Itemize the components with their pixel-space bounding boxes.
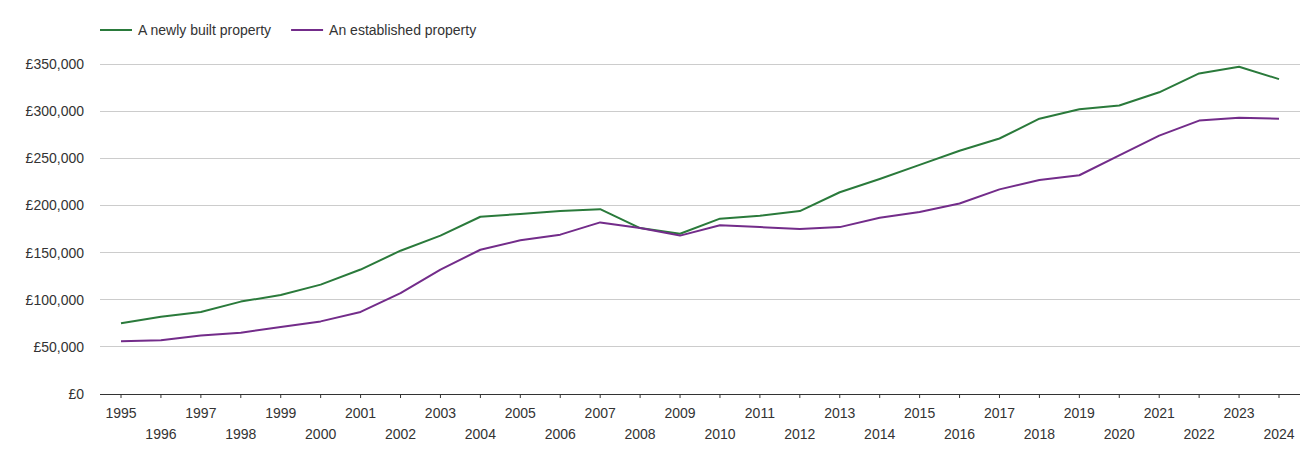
x-tick (680, 394, 681, 398)
x-tick (959, 394, 960, 398)
x-tick (240, 394, 241, 398)
x-tick-label: 2010 (704, 426, 735, 442)
y-tick-label: £100,000 (26, 292, 85, 308)
x-tick (919, 394, 920, 398)
y-grid: £0 £50,000 £100,000 £150,000 £200,000 £250,00… (26, 56, 1300, 402)
x-tick (400, 394, 401, 398)
legend-key (100, 29, 132, 31)
x-tick-label: 2006 (545, 426, 576, 442)
grid-line (100, 346, 1300, 347)
x-tick (719, 394, 720, 398)
x-tick-label: 2019 (1064, 405, 1095, 421)
grid-line (100, 252, 1300, 253)
x-tick-label: 2002 (385, 426, 416, 442)
series-line (121, 67, 1279, 323)
grid-line (100, 299, 1300, 300)
x-tick-label: 2007 (585, 405, 616, 421)
x-tick-label: 2003 (425, 405, 456, 421)
x-tick-label: 2018 (1024, 426, 1055, 442)
x-tick-label: 1997 (185, 405, 216, 421)
x-tick (121, 394, 122, 398)
x-tick-label: 2021 (1144, 405, 1175, 421)
x-tick (1079, 394, 1080, 398)
y-tick-label: £350,000 (26, 56, 85, 72)
x-tick-label: 2014 (864, 426, 895, 442)
x-tick-label: 2011 (745, 405, 775, 421)
legend: A newly built property An established pro… (100, 22, 476, 38)
x-tick-label: 2012 (784, 426, 815, 442)
y-tick-label: £0 (68, 386, 84, 402)
x-tick-label: 2000 (305, 426, 336, 442)
x-tick-label: 2023 (1223, 405, 1254, 421)
legend-label: A newly built property (138, 22, 271, 38)
x-tick-label: 2013 (824, 405, 855, 421)
x-tick (160, 394, 161, 398)
x-tick (600, 394, 601, 398)
x-tick (1199, 394, 1200, 398)
x-tick-label: 2016 (944, 426, 975, 442)
x-tick (879, 394, 880, 398)
x-tick-label: 2020 (1104, 426, 1135, 442)
x-tick-label: 2017 (984, 405, 1015, 421)
grid-line (100, 394, 1300, 395)
x-tick (320, 394, 321, 398)
grid-line (100, 205, 1300, 206)
x-tick-label: 2024 (1263, 426, 1294, 442)
x-tick (560, 394, 561, 398)
chart: £0 £50,000 £100,000 £150,000 £200,000 £250,00… (0, 0, 1305, 450)
x-tick-label: 2015 (904, 405, 935, 421)
x-tick (1279, 394, 1280, 398)
x-tick (360, 394, 361, 398)
x-tick (640, 394, 641, 398)
x-tick (999, 394, 1000, 398)
y-tick-label: £150,000 (26, 245, 85, 261)
y-tick-label: £250,000 (26, 150, 85, 166)
x-tick-label: 2001 (345, 405, 376, 421)
x-tick (839, 394, 840, 398)
x-tick (440, 394, 441, 398)
x-tick-label: 2005 (505, 405, 536, 421)
x-tick-label: 1998 (225, 426, 256, 442)
x-tick (1159, 394, 1160, 398)
x-tick (200, 394, 201, 398)
x-tick-label: 2004 (465, 426, 496, 442)
series-line (121, 118, 1279, 341)
x-tick (280, 394, 281, 398)
x-tick-label: 2009 (664, 405, 695, 421)
legend-label: An established property (329, 22, 476, 38)
legend-key (291, 29, 323, 31)
plot-area (121, 67, 1279, 341)
x-tick (799, 394, 800, 398)
y-tick-label: £200,000 (26, 197, 85, 213)
x-tick-label: 1996 (145, 426, 176, 442)
x-tick (480, 394, 481, 398)
grid-line (100, 64, 1300, 65)
x-tick-label: 2022 (1184, 426, 1215, 442)
x-tick (759, 394, 760, 398)
x-tick (1039, 394, 1040, 398)
x-tick-label: 2008 (625, 426, 656, 442)
grid-line (100, 158, 1300, 159)
grid-line (100, 111, 1300, 112)
x-tick (1119, 394, 1120, 398)
y-tick-label: £50,000 (33, 339, 84, 355)
x-tick (1239, 394, 1240, 398)
x-tick-label: 1999 (265, 405, 296, 421)
x-tick (520, 394, 521, 398)
y-tick-label: £300,000 (26, 103, 85, 119)
x-axis: 1995 1996 1997 1998 1999 2000 2001 2002 2003 2004… (105, 394, 1294, 442)
x-tick-label: 1995 (105, 405, 136, 421)
